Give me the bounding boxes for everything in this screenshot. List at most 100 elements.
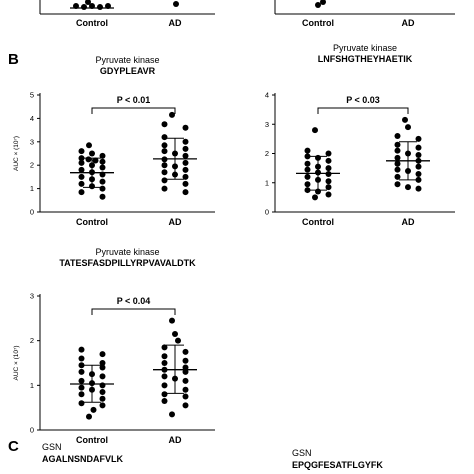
data-point [182, 145, 189, 152]
y-tick-label: 5 [30, 91, 34, 100]
section-c-left-peptide: AGALNSNDAFVLK [42, 454, 123, 464]
data-point [182, 386, 189, 393]
data-point [89, 150, 95, 157]
data-point [182, 124, 189, 131]
data-point [99, 193, 106, 200]
section-c-left-protein: GSN [42, 442, 62, 452]
data-point [405, 184, 411, 191]
y-tick-label: 1 [30, 184, 34, 193]
data-point [182, 189, 189, 196]
chart-subtitle: LNFSHGTHEYHAETIK [318, 54, 413, 64]
data-point [99, 373, 106, 380]
y-tick-label: 1 [30, 381, 34, 390]
data-point [161, 353, 168, 360]
data-point [182, 368, 189, 375]
data-point [78, 377, 85, 384]
y-tick-label: 2 [265, 149, 269, 158]
data-point [394, 173, 401, 180]
data-point [161, 382, 168, 389]
significance-bracket [91, 308, 176, 315]
y-tick-label: 4 [30, 114, 34, 123]
data-point [78, 346, 85, 353]
top-left-point [85, 0, 91, 5]
data-point [78, 189, 85, 196]
data-point [304, 160, 311, 167]
data-point [304, 187, 311, 194]
y-tick-label: 1 [265, 178, 269, 187]
data-point [161, 391, 168, 398]
chart-title: Pyruvate kinase [95, 55, 159, 65]
data-point [99, 395, 106, 402]
data-point [85, 156, 92, 163]
data-point [182, 173, 189, 180]
panel-label-b: B [8, 51, 19, 68]
top-partial-right: Control AD [274, 0, 455, 28]
top-left-point [173, 1, 179, 7]
data-point [182, 402, 189, 409]
data-point [78, 368, 85, 375]
data-point [182, 377, 189, 384]
y-tick-label: 2 [30, 336, 34, 345]
data-point [402, 116, 408, 123]
data-point [161, 344, 168, 351]
data-point [161, 162, 168, 169]
significance-bracket [91, 107, 176, 114]
y-tick-label: 0 [30, 426, 34, 435]
data-point [182, 138, 189, 145]
data-point [99, 164, 106, 171]
data-point [415, 135, 422, 142]
data-point [78, 400, 85, 407]
data-point [99, 382, 106, 389]
data-point [325, 150, 332, 157]
data-point [78, 173, 85, 180]
y-tick-label: 2 [30, 161, 34, 170]
data-point [304, 173, 311, 180]
data-point [161, 360, 168, 366]
y-tick-label: 4 [265, 91, 269, 100]
data-point [169, 111, 175, 118]
data-point [161, 148, 168, 155]
data-point [182, 357, 189, 364]
data-point [415, 144, 422, 151]
section-c-right-peptide: EPQGFESATFLGYFK [292, 460, 383, 470]
data-point [182, 393, 189, 400]
x-category-label: AD [169, 435, 182, 445]
data-point [312, 127, 318, 134]
y-tick-label: 3 [30, 137, 34, 146]
data-point [182, 364, 189, 371]
data-point [182, 166, 189, 173]
data-point [415, 176, 422, 183]
data-point [394, 166, 401, 173]
data-point [415, 163, 422, 170]
chart-title: Pyruvate kinase [333, 43, 397, 53]
top-right-point [320, 0, 326, 5]
data-point [78, 180, 85, 187]
data-point [304, 166, 311, 173]
data-point [169, 317, 175, 324]
chart-subtitle: GDYPLEAVR [100, 66, 156, 76]
data-point [90, 406, 97, 413]
p-value-annotation: P < 0.04 [117, 296, 151, 306]
data-point [175, 337, 181, 344]
data-point [99, 402, 106, 409]
data-point [405, 124, 411, 131]
top-left-point [81, 4, 87, 10]
data-point [325, 184, 332, 191]
chart-subtitle: TATESFASDPILLYRPVAVALDTK [59, 258, 196, 268]
y-tick-label: 0 [265, 208, 269, 217]
data-point [325, 191, 332, 198]
top-right-cat-control: Control [302, 18, 334, 28]
data-point [99, 178, 106, 185]
top-left-point [73, 3, 79, 9]
data-point [161, 397, 168, 404]
data-point [172, 330, 178, 337]
x-category-label: AD [169, 217, 182, 227]
data-point [394, 132, 401, 139]
top-left-cat-ad: AD [169, 18, 182, 28]
data-point [394, 181, 401, 188]
y-tick-label: 0 [30, 208, 34, 217]
data-point [325, 157, 332, 164]
